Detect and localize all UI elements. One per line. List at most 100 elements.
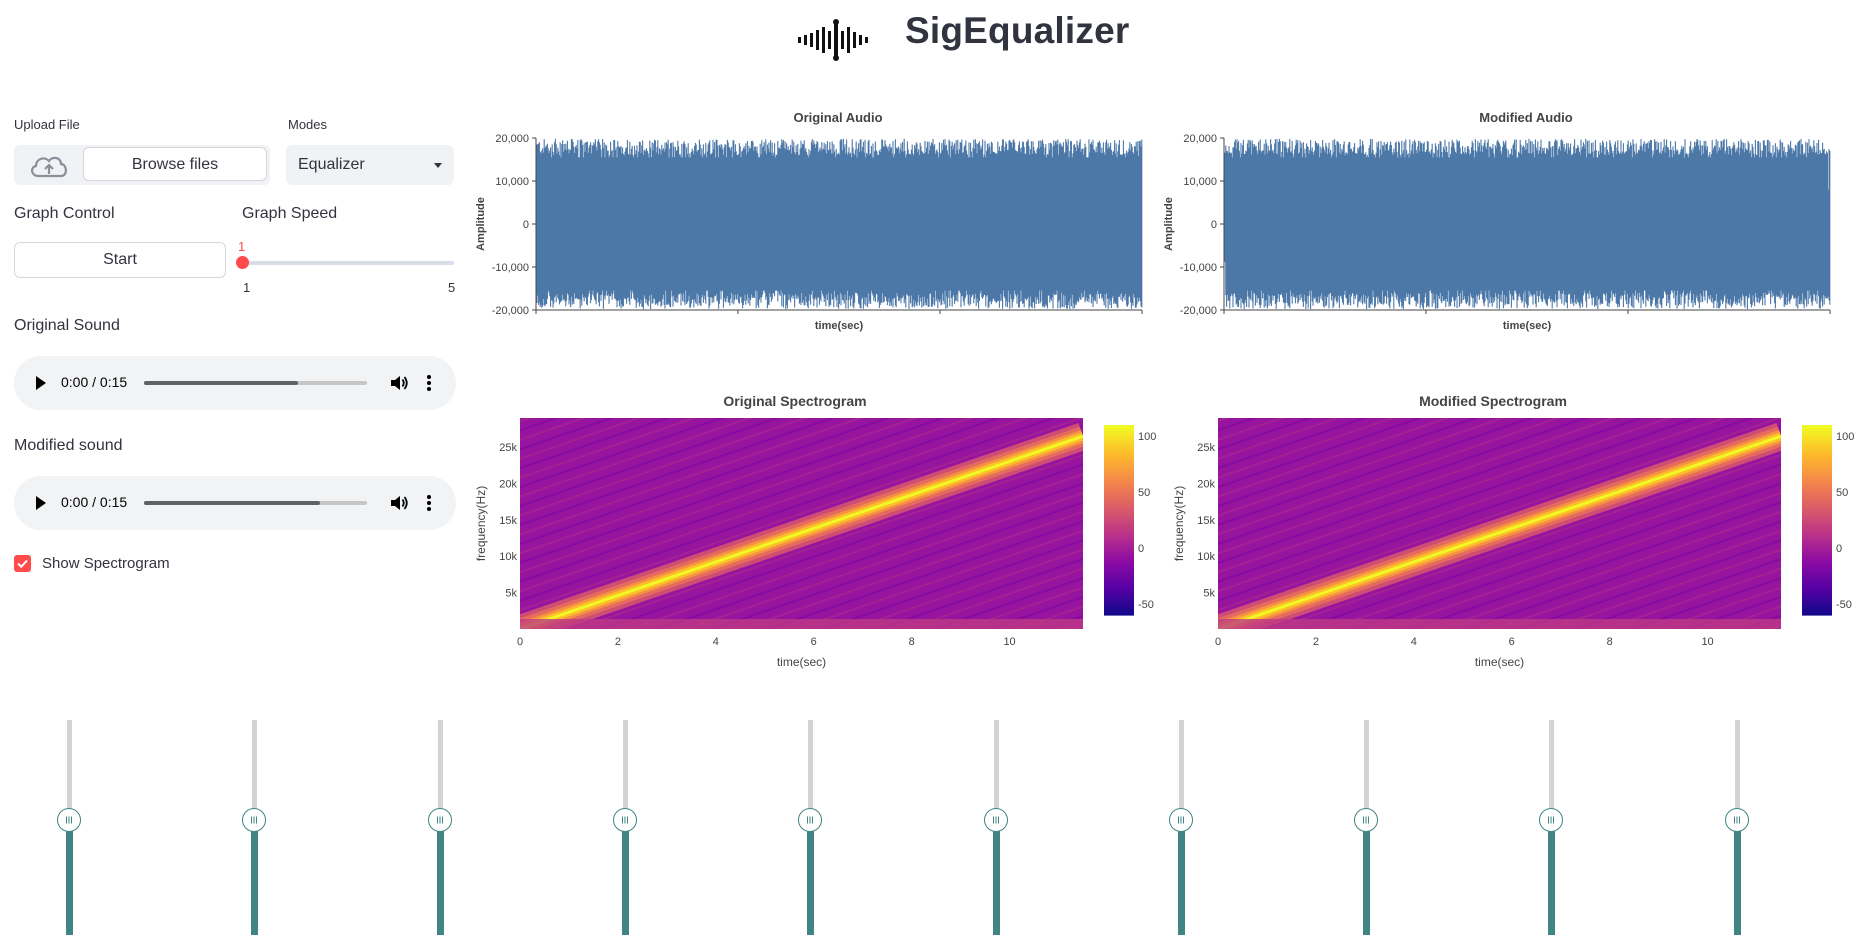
more-options-icon[interactable]	[427, 373, 431, 393]
equalizer-slider-7[interactable]	[1168, 720, 1193, 935]
modes-select[interactable]: Equalizer	[286, 145, 454, 185]
slider-track[interactable]	[1734, 720, 1740, 820]
speed-slider-thumb[interactable]	[236, 256, 249, 269]
speed-max-label: 5	[448, 280, 456, 295]
slider-handle[interactable]	[983, 808, 1008, 832]
slider-handle[interactable]	[612, 808, 637, 832]
y-tick-label: 25k	[499, 442, 517, 454]
audio-progress-bar[interactable]	[144, 501, 367, 505]
equalizer-slider-4[interactable]	[612, 720, 637, 935]
slider-handle[interactable]	[1354, 808, 1379, 832]
slider-track[interactable]	[1178, 720, 1184, 820]
equalizer-slider-6[interactable]	[983, 720, 1008, 935]
grip-icon	[1177, 816, 1184, 824]
y-tick-label: 20,000	[495, 133, 529, 145]
app-title: SigEqualizer	[905, 10, 1130, 51]
grip-icon	[436, 816, 443, 824]
y-tick-label: 10k	[499, 551, 517, 563]
y-tick-label: 5k	[505, 588, 517, 600]
slider-track[interactable]	[808, 720, 814, 820]
x-tick-label: 6	[811, 636, 817, 648]
audio-progress-bar[interactable]	[144, 381, 367, 385]
slider-handle[interactable]	[798, 808, 823, 832]
slider-track[interactable]	[67, 720, 72, 820]
y-axis-title: frequency(Hz)	[474, 486, 488, 561]
waveform-series	[1224, 138, 1831, 310]
modified-sound-label: Modified sound	[14, 437, 123, 454]
file-uploader[interactable]: Browse files	[14, 145, 270, 185]
modified-spectrogram-chart: 0 2 4 6 8 10 25k 20k 15k 10k 5k time(sec) frequency(…	[1168, 410, 1855, 670]
slider-track[interactable]	[1364, 720, 1370, 820]
browse-files-button[interactable]: Browse files	[83, 147, 267, 181]
y-tick-label: 10k	[1197, 551, 1215, 563]
slider-fill[interactable]	[807, 820, 815, 935]
start-button[interactable]: Start	[14, 242, 226, 278]
grip-icon	[1548, 816, 1555, 824]
slider-fill[interactable]	[251, 820, 259, 935]
slider-fill[interactable]	[66, 820, 73, 935]
play-icon[interactable]	[36, 376, 46, 390]
slider-track[interactable]	[993, 720, 999, 820]
y-axis-title: Amplitude	[1163, 197, 1175, 251]
slider-handle[interactable]	[242, 808, 267, 832]
colorbar-tick-label: 50	[1138, 487, 1150, 499]
slider-fill[interactable]	[1733, 820, 1741, 935]
slider-track[interactable]	[437, 720, 443, 820]
slider-fill[interactable]	[621, 820, 629, 935]
x-tick-label: 4	[1411, 636, 1417, 648]
equalizer-slider-2[interactable]	[242, 720, 267, 935]
speed-slider-track[interactable]	[243, 261, 454, 265]
original-spectrogram-chart: 0 2 4 6 8 10 25k 20k 15k 10k 5k time(sec) frequency(…	[470, 410, 1160, 670]
show-spectrogram-checkbox[interactable]	[14, 555, 31, 572]
more-options-icon[interactable]	[427, 493, 431, 513]
slider-track[interactable]	[252, 720, 258, 820]
slider-handle[interactable]	[57, 808, 81, 832]
y-tick-label: 20k	[499, 478, 517, 490]
y-tick-label: 0	[523, 219, 529, 231]
equalizer-slider-3[interactable]	[427, 720, 452, 935]
volume-icon[interactable]	[389, 373, 409, 393]
grip-icon	[1733, 816, 1740, 824]
y-tick-label: 5k	[1203, 588, 1215, 600]
colorbar-tick-label: 100	[1836, 431, 1854, 443]
chevron-down-icon	[434, 163, 442, 168]
y-tick-label: 20,000	[1183, 133, 1217, 145]
audio-time: 0:00 / 0:15	[61, 374, 128, 390]
checkmark-icon	[17, 559, 28, 569]
slider-fill[interactable]	[1177, 820, 1185, 935]
x-tick-label: 2	[1313, 636, 1319, 648]
slider-fill[interactable]	[1548, 820, 1556, 935]
y-tick-label: 10,000	[495, 176, 529, 188]
grip-icon	[621, 816, 628, 824]
slider-fill[interactable]	[992, 820, 1000, 935]
waveform-series	[536, 138, 1143, 310]
x-tick-label: 10	[1701, 636, 1713, 648]
slider-handle[interactable]	[1724, 808, 1749, 832]
slider-handle[interactable]	[1168, 808, 1193, 832]
modified-audio-chart: 20,000 10,000 0 -10,000 -20,000 time(sec) Ampl…	[1163, 133, 1831, 332]
slider-track[interactable]	[1549, 720, 1555, 820]
y-tick-label: -20,000	[1180, 305, 1217, 317]
slider-handle[interactable]	[427, 808, 452, 832]
slider-track[interactable]	[622, 720, 628, 820]
play-icon[interactable]	[36, 496, 46, 510]
slider-handle[interactable]	[1539, 808, 1564, 832]
equalizer-slider-10[interactable]	[1724, 720, 1749, 935]
equalizer-slider-9[interactable]	[1539, 720, 1564, 935]
colorbar-tick-label: -50	[1138, 599, 1154, 611]
volume-icon[interactable]	[389, 493, 409, 513]
y-tick-label: 15k	[1197, 515, 1215, 527]
spectrogram-heatmap	[1213, 410, 1786, 670]
speed-current-value: 1	[238, 239, 246, 254]
equalizer-slider-5[interactable]	[798, 720, 823, 935]
slider-fill[interactable]	[436, 820, 444, 935]
equalizer-slider-1[interactable]	[57, 720, 81, 935]
slider-fill[interactable]	[1363, 820, 1371, 935]
modified-audio-player: 0:00 / 0:15	[14, 476, 456, 530]
x-tick-label: 8	[909, 636, 915, 648]
original-audio-player: 0:00 / 0:15	[14, 356, 456, 410]
equalizer-slider-8[interactable]	[1354, 720, 1379, 935]
grip-icon	[992, 816, 999, 824]
spectrogram-heatmap	[515, 410, 1088, 670]
x-tick-label: 8	[1607, 636, 1613, 648]
